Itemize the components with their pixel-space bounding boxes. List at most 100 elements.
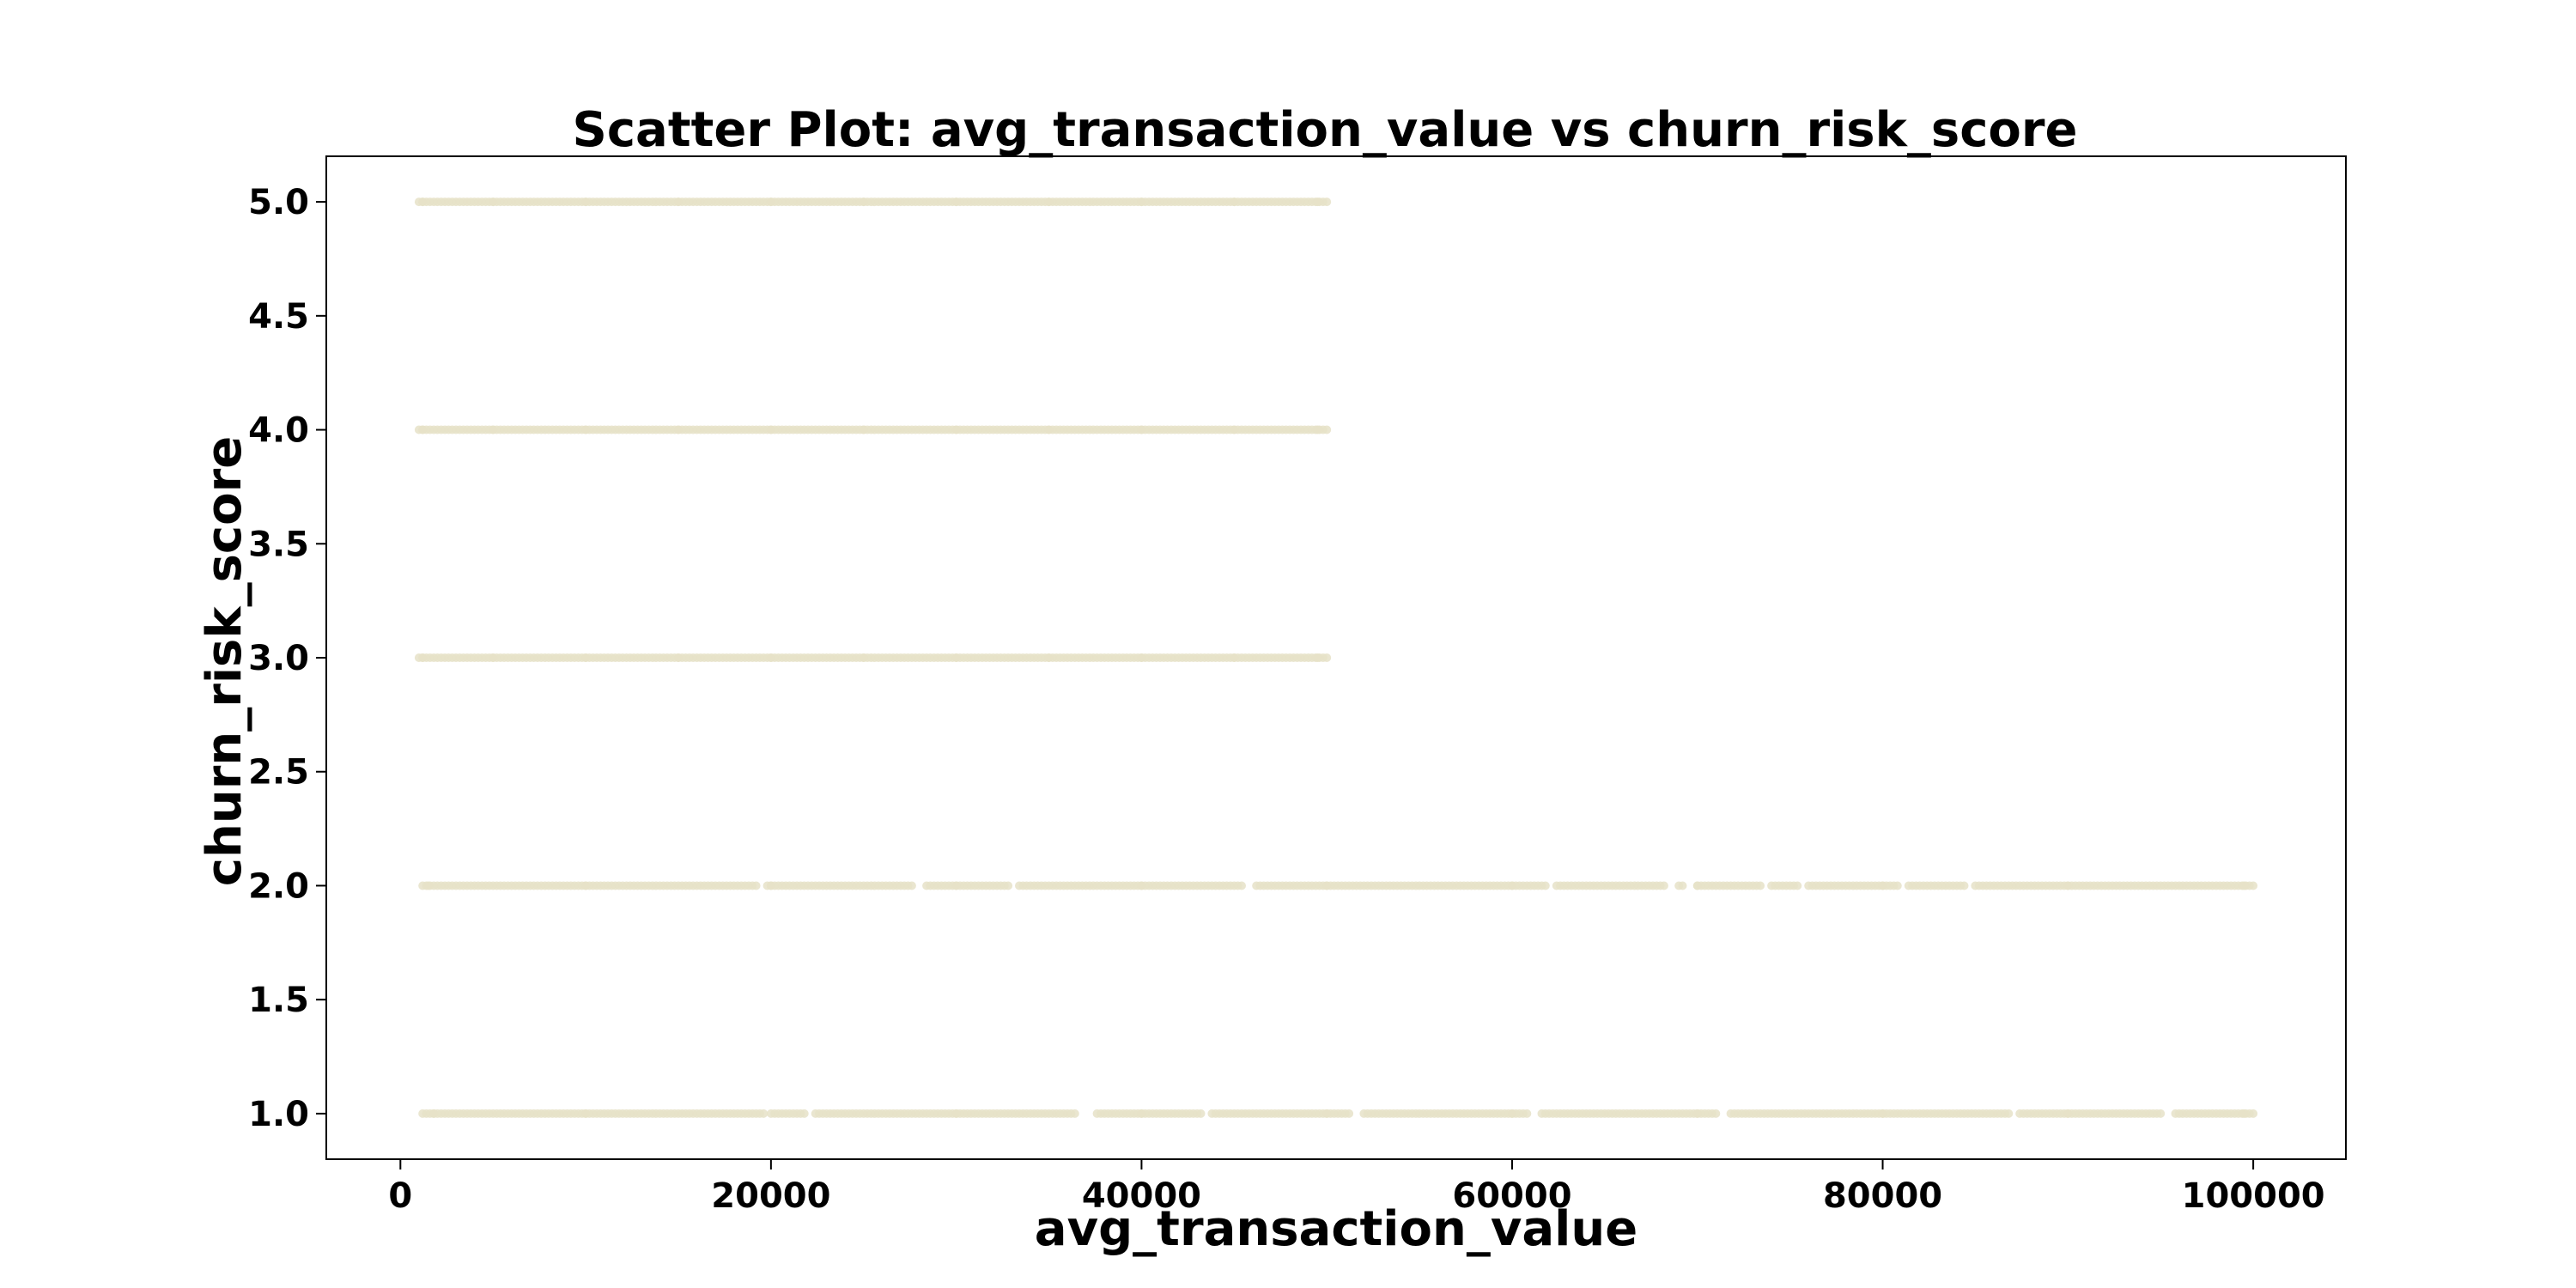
scatter-point [1044, 197, 1054, 207]
scatter-point [1959, 881, 1969, 890]
scatter-point [1137, 197, 1146, 207]
scatter-point [1678, 881, 1687, 890]
scatter-point [1711, 1109, 1721, 1118]
y-tick-label: 1.0 [248, 1095, 309, 1134]
chart-title: Scatter Plot: avg_transaction_value vs c… [573, 102, 2078, 158]
scatter-point [751, 881, 761, 890]
x-tick-label: 80000 [1823, 1176, 1942, 1216]
x-tick-label: 20000 [711, 1176, 830, 1216]
scatter-point [1756, 881, 1765, 890]
scatter-point [1237, 881, 1246, 890]
scatter-point [2239, 881, 2249, 890]
scatter-point [1196, 1109, 1206, 1118]
scatter-point [799, 1109, 809, 1118]
scatter-point [2239, 1109, 2249, 1118]
scatter-point [2063, 881, 2073, 890]
scatter-point [418, 197, 428, 207]
scatter-point [951, 881, 961, 890]
scatter-point [674, 197, 683, 207]
scatter-point [766, 1109, 775, 1118]
scatter-point [766, 197, 775, 207]
plot-area [325, 155, 2347, 1160]
scatter-point [766, 653, 775, 662]
scatter-point [1230, 653, 1239, 662]
scatter-point [1345, 1109, 1354, 1118]
scatter-point [1692, 1109, 1702, 1118]
scatter-point [1793, 881, 1802, 890]
scatter-point [1137, 1109, 1146, 1118]
scatter-point [1044, 425, 1054, 434]
scatter-point [1692, 881, 1702, 890]
scatter-point [423, 881, 433, 890]
scatter-point [674, 653, 683, 662]
y-tick-label: 5.0 [248, 183, 309, 222]
scatter-point [859, 653, 868, 662]
scatter-point [1313, 425, 1322, 434]
scatter-point [1508, 1109, 1516, 1118]
scatter-point [859, 197, 868, 207]
scatter-point [1322, 197, 1332, 207]
y-tick-label: 3.0 [248, 639, 309, 678]
scatter-point [1322, 1109, 1332, 1118]
scatter-point [2004, 1109, 2014, 1118]
x-tick-label: 40000 [1082, 1176, 1201, 1216]
scatter-point [489, 197, 498, 207]
scatter-point [429, 1109, 439, 1118]
y-tick-label: 4.5 [248, 297, 309, 337]
scatter-point [581, 425, 591, 434]
scatter-point [1322, 881, 1332, 890]
scatter-point [951, 1109, 961, 1118]
scatter-point [418, 653, 428, 662]
scatter-point [1322, 653, 1332, 662]
x-tick-label: 0 [388, 1176, 412, 1216]
y-tick-label: 4.0 [248, 411, 309, 451]
scatter-point [2249, 1109, 2258, 1118]
scatter-point [1230, 425, 1239, 434]
scatter-point [1313, 197, 1322, 207]
scatter-point [2156, 1109, 2166, 1118]
scatter-point [951, 653, 961, 662]
scatter-point [759, 1109, 769, 1118]
y-tick-label: 2.5 [248, 753, 309, 793]
scatter-point [2063, 1109, 2073, 1118]
scatter-point [2249, 881, 2258, 890]
scatter-point [1878, 881, 1887, 890]
scatter-point [1508, 881, 1516, 890]
scatter-point [1540, 881, 1550, 890]
scatter-point [1230, 197, 1239, 207]
scatter-point [1070, 1109, 1079, 1118]
data-points [414, 197, 2258, 1118]
scatter-point [1878, 1109, 1887, 1118]
scatter-point [581, 197, 591, 207]
scatter-point [1137, 425, 1146, 434]
scatter-point [766, 881, 775, 890]
scatter-point [951, 425, 961, 434]
scatter-point [1659, 881, 1668, 890]
scatter-point [907, 881, 916, 890]
scatter-point [581, 653, 591, 662]
y-axis-label: churn_risk_score [197, 436, 252, 886]
scatter-point [418, 425, 428, 434]
scatter-point [674, 425, 683, 434]
x-axis-label: avg_transaction_value [1035, 1201, 1637, 1257]
y-tick-label: 1.5 [248, 981, 309, 1020]
scatter-point [1137, 653, 1146, 662]
scatter-point [1893, 881, 1902, 890]
scatter-point [581, 1109, 591, 1118]
scatter-point [1522, 1109, 1532, 1118]
y-axis: 1.0 1.5 2.0 2.5 3.0 3.5 4.0 4.5 5.0 [248, 183, 326, 1134]
scatter-point [489, 653, 498, 662]
scatter-point [581, 881, 591, 890]
scatter-point [1137, 881, 1146, 890]
x-tick-label: 60000 [1452, 1176, 1571, 1216]
scatter-point [1313, 653, 1322, 662]
x-tick-label: 100000 [2182, 1176, 2325, 1216]
scatter-point [859, 425, 868, 434]
scatter-point [1004, 881, 1013, 890]
scatter-point [951, 197, 961, 207]
scatter-point [1322, 425, 1332, 434]
x-axis: 0 20000 40000 60000 80000 100000 [388, 1159, 2325, 1216]
scatter-point [489, 425, 498, 434]
scatter-point [766, 425, 775, 434]
